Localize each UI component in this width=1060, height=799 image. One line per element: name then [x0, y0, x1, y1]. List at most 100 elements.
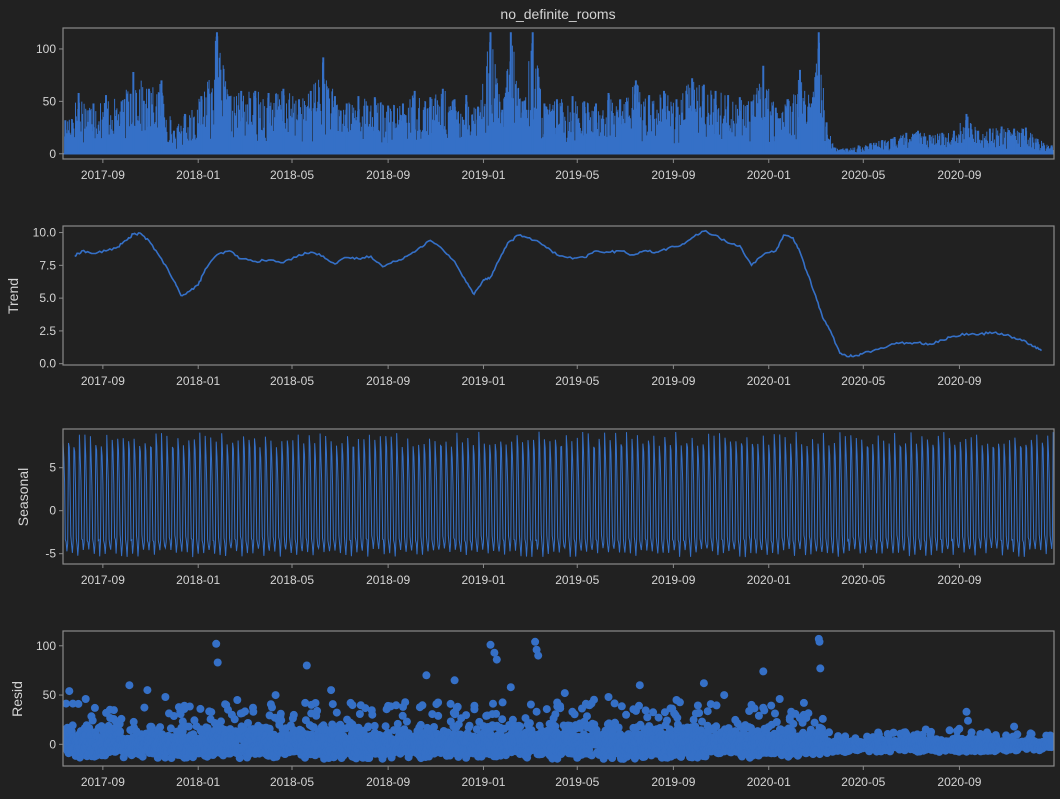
resid-outlier-point	[346, 698, 355, 707]
observed-panel: 2017-09 2018-01 2018-05 2018-09 2019-01 2019-…	[36, 27, 1055, 182]
observed-ytick-label: 0	[49, 147, 56, 161]
resid-point	[754, 711, 763, 720]
resid-outlier-point	[212, 639, 221, 648]
resid-point	[712, 722, 721, 731]
trend-xtick-label: 2020-09	[937, 374, 981, 388]
resid-outlier-point	[125, 681, 134, 690]
resid-point	[301, 698, 310, 707]
resid-point	[249, 707, 258, 716]
resid-point	[230, 715, 239, 724]
resid-ylabel: Resid	[9, 681, 25, 717]
resid-outlier-point	[184, 722, 193, 731]
resid-outlier-point	[302, 661, 311, 670]
resid-outlier-point	[490, 648, 499, 657]
resid-point	[452, 704, 461, 712]
resid-point	[355, 710, 364, 718]
resid-outlier-point	[964, 716, 972, 725]
resid-point	[698, 717, 706, 726]
resid-point	[622, 710, 631, 719]
resid-outlier-point	[921, 725, 930, 734]
resid-outlier-point	[399, 702, 407, 711]
resid-point	[617, 702, 626, 711]
resid-outlier-point	[327, 686, 336, 695]
resid-point	[430, 723, 438, 731]
seasonal-panel: 2017-09 2018-01 2018-05 2018-09 2019-01 2019-…	[45, 428, 1055, 587]
resid-outlier-point	[699, 679, 708, 688]
resid-point	[523, 753, 532, 762]
resid-xtick-label: 2019-09	[651, 775, 695, 789]
observed-axes-frame	[62, 27, 1055, 160]
resid-outlier-point	[874, 728, 883, 737]
resid-point	[370, 721, 379, 730]
resid-xtick-label: 2017-09	[81, 775, 125, 789]
trend-ylabel: Trend	[5, 278, 21, 314]
observed-xtick-label: 2020-05	[841, 168, 885, 182]
resid-outlier-point	[492, 655, 501, 664]
resid-point	[641, 706, 650, 715]
trend-plot-area	[74, 229, 1043, 358]
seasonal-ytick-label: 5	[49, 461, 56, 475]
seasonal-xtick-label: 2019-05	[555, 573, 599, 587]
trend-panel: 2017-09 2018-01 2018-05 2018-09 2019-01 2019-…	[33, 225, 1055, 388]
resid-point	[1027, 730, 1036, 739]
seasonal-ylabel: Seasonal	[15, 468, 31, 526]
seasonal-xtick-label: 2020-01	[747, 573, 791, 587]
resid-point	[140, 703, 149, 712]
resid-xtick-label: 2019-01	[461, 775, 505, 789]
resid-point	[235, 754, 244, 763]
resid-point	[955, 724, 964, 733]
resid-point	[434, 711, 443, 720]
resid-plot-area	[63, 634, 1054, 763]
resid-xtick-label: 2018-05	[270, 775, 314, 789]
resid-outlier-point	[531, 637, 540, 646]
resid-outlier-point	[105, 705, 114, 714]
resid-point	[203, 724, 212, 733]
resid-point	[398, 711, 407, 720]
resid-point	[818, 714, 827, 723]
resid-point	[889, 728, 898, 737]
resid-outlier-point	[65, 687, 74, 696]
trend-xtick-label: 2019-01	[461, 374, 505, 388]
resid-point	[68, 721, 77, 730]
resid-point	[328, 700, 337, 709]
resid-outlier-point	[486, 640, 495, 649]
resid-ytick-label: 50	[43, 688, 57, 702]
resid-point	[498, 715, 507, 724]
resid-point	[63, 699, 71, 708]
trend-xtick-label: 2018-09	[366, 374, 410, 388]
resid-point	[313, 706, 322, 715]
seasonal-xtick-label: 2020-05	[841, 573, 885, 587]
trend-xtick-label: 2018-01	[176, 374, 220, 388]
resid-point	[147, 722, 156, 731]
observed-xtick-label: 2018-09	[366, 168, 410, 182]
resid-point	[663, 716, 671, 725]
seasonal-xtick-label: 2019-01	[461, 573, 505, 587]
resid-point	[166, 724, 175, 733]
resid-point	[392, 701, 401, 710]
resid-point	[265, 724, 274, 733]
observed-ytick-label: 50	[43, 94, 57, 108]
resid-point	[551, 722, 560, 731]
resid-ytick-label: 0	[49, 737, 56, 751]
resid-point	[418, 701, 427, 710]
resid-point	[138, 752, 147, 761]
seasonal-xtick-label: 2019-09	[651, 573, 695, 587]
resid-axes-frame	[62, 630, 1055, 767]
resid-point	[169, 712, 178, 720]
resid-point	[649, 708, 658, 717]
resid-point	[525, 719, 534, 728]
trend-xtick-label: 2020-01	[747, 374, 791, 388]
observed-xtick-label: 2018-05	[270, 168, 314, 182]
observed-ytick-label: 100	[36, 42, 56, 56]
resid-point	[516, 722, 525, 731]
resid-point	[85, 724, 94, 732]
resid-point	[332, 708, 341, 717]
resid-outlier-point	[816, 664, 825, 673]
resid-point	[660, 708, 669, 717]
resid-point	[654, 713, 663, 722]
resid-point	[161, 753, 170, 762]
observed-xtick-label: 2020-01	[747, 168, 791, 182]
resid-xtick-label: 2019-05	[555, 775, 599, 789]
trend-xtick-label: 2020-05	[841, 374, 885, 388]
resid-panel: 2017-09 2018-01 2018-05 2018-09 2019-01 2019-…	[36, 630, 1055, 789]
